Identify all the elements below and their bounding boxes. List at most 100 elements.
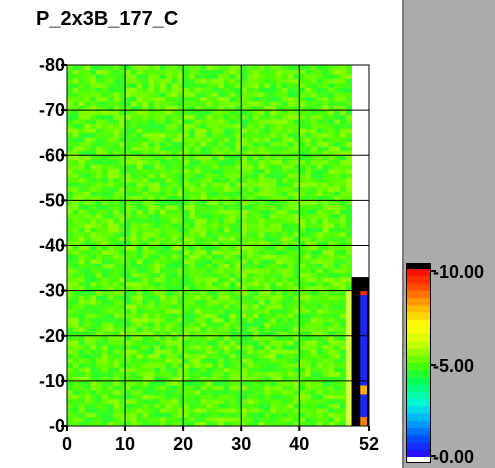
heatmap-cell [345,141,352,147]
heatmap-cell [113,231,120,237]
heatmap-cell [206,304,213,310]
heatmap-cell [264,204,271,210]
heatmap-cell [334,110,341,116]
heatmap-cell [218,83,225,88]
heatmap-cell [119,159,126,165]
heatmap-cell [235,416,242,422]
heatmap-cell [78,304,85,310]
heatmap-cell [90,398,97,404]
y-tick-label: -40 [39,236,65,256]
heatmap-cell [154,344,161,350]
heatmap-cell [287,250,294,255]
heatmap-cell [183,105,190,111]
heatmap-cell [305,159,312,165]
heatmap-cell [212,416,219,422]
panel-divider[interactable] [402,0,404,468]
heatmap-cell [206,268,213,273]
heatmap-cell [212,407,219,413]
heatmap-cell [218,195,225,201]
heatmap-cell [101,416,109,422]
heatmap-cell [247,398,254,404]
heatmap-cell [165,204,172,210]
heatmap-cell [101,263,109,269]
heatmap-cell [107,213,114,219]
heatmap-cell [78,105,85,111]
heatmap-cell [322,376,329,382]
heatmap-cell [339,231,347,237]
heatmap-cell [206,331,213,337]
heatmap-cell [90,394,97,400]
heatmap-cell [90,114,97,120]
heatmap-cell [119,335,126,341]
heatmap-cell [194,349,201,355]
heatmap-cell [194,362,201,368]
heatmap-cell [334,65,341,70]
heatmap-cell [84,92,91,97]
heatmap-cell [328,69,335,75]
heatmap-cell [130,236,138,242]
heatmap-cell [264,218,271,224]
heatmap-cell [188,231,196,237]
heatmap-cell [345,123,352,129]
heatmap-cell [194,394,201,400]
heatmap-cell [264,155,271,161]
heatmap-cell [339,412,347,418]
heatmap-cell [159,380,167,386]
heatmap-cell [328,74,335,79]
heatmap-cell [194,254,201,260]
heatmap-cell [194,299,201,305]
heatmap-cell [223,286,231,292]
heatmap-cell [247,304,254,310]
heatmap-cell [241,398,248,404]
heatmap-cell [159,186,167,192]
heatmap-cell [90,164,97,170]
heatmap-cell [339,74,347,79]
heatmap-cell [316,141,323,147]
heatmap-cell [84,177,91,183]
heatmap-cell [276,87,283,93]
heatmap-cell [218,92,225,97]
heatmap-cell [119,155,126,161]
heatmap-cell [264,146,271,152]
heatmap-cell [334,155,341,161]
heatmap-cell [154,340,161,346]
heatmap-cell [252,254,260,260]
heatmap-cell [218,362,225,368]
heatmap-cell [270,398,277,404]
heatmap-cell [310,389,318,395]
heatmap-cell [183,186,190,192]
heatmap-cell [229,362,236,368]
heatmap-cell [119,123,126,129]
heatmap-cell [299,137,306,143]
heatmap-cell [322,358,329,364]
heatmap-cell [310,371,318,377]
heatmap-cell [96,313,103,319]
heatmap-cell [316,263,323,269]
heatmap-cell [229,353,236,359]
heatmap-cell [258,65,265,70]
heatmap-cell [84,353,91,359]
heatmap-cell [241,421,248,427]
heatmap-cell [177,69,184,75]
heatmap-cell [78,281,85,287]
heatmap-cell [310,141,318,147]
heatmap-cell [281,177,289,183]
heatmap-cell [328,141,335,147]
heatmap-cell [101,353,109,359]
heatmap-cell [276,209,283,215]
heatmap-cell [194,331,201,337]
heatmap-cell [299,177,306,183]
heatmap-cell [241,128,248,134]
heatmap-cell [218,209,225,215]
heatmap-cell [171,290,178,296]
heatmap-cell [310,286,318,292]
heatmap-cell [78,177,85,183]
heatmap-cell [188,326,196,332]
heatmap-cell [258,371,265,377]
heatmap-cell [264,186,271,192]
heatmap-chart[interactable]: -80-70-60-50-40-30-20-10-0 0 10 20 30 40 52 [0,0,404,468]
heatmap-cell [229,114,236,120]
heatmap-cell [229,222,236,228]
heatmap-cell [72,96,80,102]
heatmap-cell [142,177,149,183]
